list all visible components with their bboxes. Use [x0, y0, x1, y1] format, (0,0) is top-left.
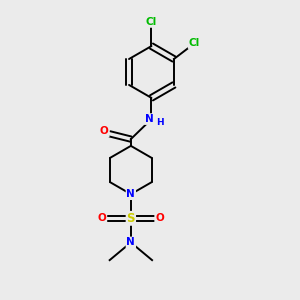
Text: Cl: Cl — [189, 38, 200, 48]
Text: O: O — [98, 213, 106, 223]
Text: S: S — [127, 212, 135, 225]
Text: N: N — [145, 114, 154, 124]
Text: O: O — [100, 126, 109, 136]
Text: O: O — [155, 213, 164, 223]
Text: Cl: Cl — [146, 17, 157, 27]
Text: N: N — [127, 189, 135, 199]
Text: N: N — [127, 238, 135, 248]
Text: H: H — [157, 118, 164, 127]
